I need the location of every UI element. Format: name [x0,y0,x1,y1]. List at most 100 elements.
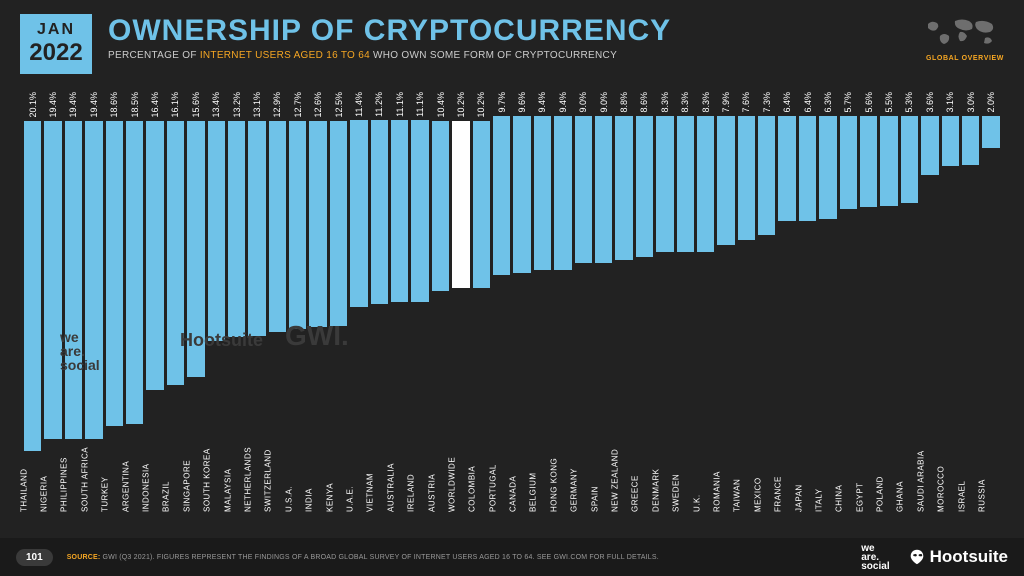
bar-value: 16.4% [150,92,160,118]
bar [860,116,877,208]
bar-value: 6.3% [823,92,833,113]
bar-country-label: POLAND [876,476,885,512]
bar-country-label: VIETNAM [366,473,375,512]
bar-value: 10.2% [476,92,486,118]
bar-value: 18.6% [109,92,119,118]
bar [942,116,959,167]
bar-country-label: SWEDEN [672,474,681,512]
title-block: OWNERSHIP OF CRYPTOCURRENCY PERCENTAGE O… [108,14,894,61]
bar [840,116,857,210]
bar-country-label: NIGERIA [40,476,49,512]
bar [126,121,143,425]
bar-value: 9.4% [537,92,547,113]
bar-wrap: 19.4%SOUTH AFRICA [85,92,102,508]
bar-value: 11.2% [374,92,384,117]
bar-wrap: 7.3%MEXICO [758,92,775,508]
bar-country-label: DENMARK [651,468,660,512]
bar-value: 7.9% [721,92,731,113]
bar-country-label: PHILIPPINES [60,457,69,512]
bar [85,121,102,440]
bar [901,116,918,203]
bar-wrap: 3.1%MOROCCO [942,92,959,508]
subtitle-accent: INTERNET USERS AGED 16 TO 64 [200,50,370,61]
bar-wrap: 8.3%U.K. [697,92,714,508]
bar-wrap: 3.6%SAUDI ARABIA [921,92,938,508]
bar-wrap: 18.6%TURKEY [106,92,123,508]
bar [819,116,836,219]
bar-wrap: 12.9%SWITZERLAND [269,92,286,508]
globe-label: GLOBAL OVERVIEW [926,55,1004,62]
source-body: GWI (Q3 2021). FIGURES REPRESENT THE FIN… [100,554,659,561]
bar-country-label: JAPAN [794,484,803,512]
bar-wrap: 12.6%INDIA [309,92,326,508]
bar-wrap: 8.3%DENMARK [656,92,673,508]
bar [24,121,41,451]
bar-country-label: KENYA [325,483,334,512]
bar-value: 16.1% [170,92,180,118]
bar-country-label: CANADA [509,476,518,512]
bar-country-label: NEW ZEALAND [611,449,620,512]
bar-wrap: 7.6%TAIWAN [738,92,755,508]
bar [187,121,204,377]
bar [636,116,653,257]
bar-value: 3.0% [966,92,976,113]
bar-value: 5.3% [904,92,914,113]
bar-value: 12.5% [334,92,344,118]
hootsuite-logo: Hootsuite [908,547,1008,567]
bar [758,116,775,236]
wearesocial-logo: we are. social [861,544,889,571]
footer-logos: we are. social Hootsuite [861,544,1008,571]
bar [921,116,938,175]
bar-wrap: 16.4%INDONESIA [146,92,163,508]
bar-value: 8.8% [619,92,629,113]
bar-value: 13.4% [211,92,221,118]
bar-country-label: GERMANY [570,468,579,512]
bar [534,116,551,270]
bar [269,121,286,333]
bar-value: 7.6% [741,92,751,113]
owl-icon [908,548,926,566]
date-month: JAN [37,21,75,39]
bar-wrap: 15.6%SINGAPORE [187,92,204,508]
bar-country-label: GHANA [896,481,905,512]
bar-value: 11.1% [415,92,425,117]
bar-value: 12.9% [272,92,282,118]
bar-wrap: 5.7%CHINA [840,92,857,508]
bar-value: 8.6% [639,92,649,113]
bar-country-label: AUSTRIA [427,474,436,512]
header: JAN 2022 OWNERSHIP OF CRYPTOCURRENCY PER… [0,0,1024,74]
bar-wrap: 13.1%NETHERLANDS [248,92,265,508]
bar-wrap: 9.4%BELGIUM [534,92,551,508]
bar [167,121,184,385]
bar-wrap: 9.6%CANADA [513,92,530,508]
bar [799,116,816,221]
bar-wrap: 12.7%U.S.A. [289,92,306,508]
bar-country-label: SOUTH AFRICA [80,447,89,512]
bar-country-label: ROMANIA [712,471,721,512]
bar-wrap: 8.6%GREECE [636,92,653,508]
page-title: OWNERSHIP OF CRYPTOCURRENCY [108,14,894,48]
bar [656,116,673,252]
bar-value: 19.4% [89,92,99,118]
bar-value: 6.4% [782,92,792,113]
bar-wrap: 7.9%ROMANIA [717,92,734,508]
bar-value: 18.5% [130,92,140,118]
bar [513,116,530,274]
date-year: 2022 [29,39,82,67]
bar [493,116,510,275]
bar-country-label: SAUDI ARABIA [916,450,925,512]
bar-value: 13.1% [252,92,262,118]
bar-country-label: GREECE [631,475,640,512]
bar-value: 11.1% [395,92,405,117]
bar [44,121,61,440]
bar-value: 3.6% [925,92,935,113]
bar-country-label: FRANCE [774,476,783,512]
bar-wrap: 16.1%BRAZIL [167,92,184,508]
bar-country-label: SOUTH KOREA [203,448,212,512]
bar-country-label: ITALY [814,488,823,512]
bar-country-label: RUSSIA [978,479,987,512]
bar-country-label: AUSTRALIA [386,463,395,512]
subtitle: PERCENTAGE OF INTERNET USERS AGED 16 TO … [108,50,894,61]
bar-value: 19.4% [48,92,58,118]
bar [575,116,592,264]
